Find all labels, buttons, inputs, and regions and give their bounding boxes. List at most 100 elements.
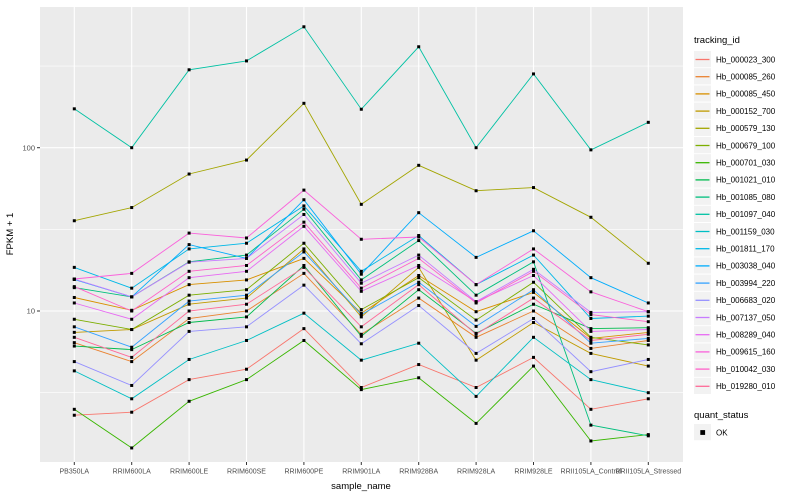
data-point bbox=[245, 309, 248, 313]
axes: PB350LA RRIM600LA RRIM600LE RRIM600SE RRIM60… bbox=[22, 143, 681, 475]
data-point bbox=[245, 241, 248, 245]
data-point bbox=[589, 338, 593, 342]
data-point bbox=[359, 313, 363, 317]
data-point bbox=[359, 278, 363, 282]
data-point bbox=[245, 302, 248, 306]
data-point bbox=[302, 198, 306, 202]
data-point bbox=[417, 211, 421, 215]
data-point bbox=[417, 376, 421, 380]
data-point bbox=[302, 101, 306, 105]
data-point bbox=[359, 281, 363, 285]
data-point bbox=[72, 107, 76, 111]
data-point bbox=[589, 346, 593, 350]
data-point bbox=[589, 341, 593, 345]
legend-label: Hb_010042_030 bbox=[716, 365, 776, 374]
data-point bbox=[532, 288, 535, 292]
data-point bbox=[245, 296, 248, 300]
tracking-id-legend-title: tracking_id bbox=[694, 35, 740, 46]
data-point bbox=[359, 308, 363, 312]
data-point bbox=[245, 338, 248, 342]
data-point bbox=[72, 344, 76, 348]
data-point bbox=[532, 290, 535, 294]
data-point bbox=[532, 296, 535, 300]
data-point bbox=[532, 72, 535, 76]
data-point bbox=[359, 386, 363, 390]
data-point bbox=[417, 265, 421, 269]
data-point bbox=[359, 358, 363, 362]
data-point bbox=[417, 363, 421, 367]
legend-label: Hb_000085_260 bbox=[716, 73, 776, 82]
legend-label: Hb_000023_300 bbox=[716, 55, 776, 64]
data-point bbox=[532, 364, 535, 368]
data-point bbox=[417, 163, 421, 167]
data-point bbox=[245, 315, 248, 319]
data-point bbox=[532, 355, 535, 359]
x-tick-label: RRIM928LE bbox=[514, 469, 552, 476]
data-point bbox=[187, 243, 191, 247]
data-point bbox=[589, 276, 593, 280]
data-point bbox=[474, 358, 478, 362]
data-point bbox=[245, 278, 248, 282]
data-point bbox=[589, 215, 593, 219]
y-tick-label: 10 bbox=[27, 307, 35, 316]
data-point bbox=[72, 285, 76, 289]
data-point bbox=[302, 250, 306, 254]
legend-label: Hb_009615_160 bbox=[716, 348, 776, 357]
data-point bbox=[589, 423, 593, 427]
data-point bbox=[187, 321, 191, 325]
data-point bbox=[72, 341, 76, 345]
data-point bbox=[72, 330, 76, 334]
x-tick-label: RRIM600SE bbox=[227, 469, 266, 476]
data-point bbox=[130, 295, 134, 299]
legend-label: Hb_000701_030 bbox=[716, 159, 776, 168]
data-point bbox=[187, 260, 191, 264]
data-point bbox=[532, 321, 535, 325]
data-point bbox=[72, 277, 76, 281]
data-point bbox=[589, 439, 593, 443]
x-tick-label: RRIM600LA bbox=[113, 469, 151, 476]
data-point bbox=[130, 348, 134, 352]
data-point bbox=[589, 407, 593, 411]
data-point bbox=[130, 410, 134, 414]
data-point bbox=[417, 341, 421, 345]
data-point bbox=[302, 188, 306, 192]
x-tick-label: RRIM901LA bbox=[342, 469, 380, 476]
quant-status-legend: OK bbox=[694, 424, 728, 441]
data-point bbox=[72, 360, 76, 364]
data-point bbox=[589, 148, 593, 152]
data-point bbox=[474, 394, 478, 398]
data-point bbox=[646, 338, 650, 342]
data-point bbox=[187, 399, 191, 403]
data-point bbox=[417, 296, 421, 300]
data-point bbox=[302, 207, 306, 211]
data-point bbox=[359, 342, 363, 346]
data-point bbox=[130, 355, 134, 359]
data-point bbox=[417, 283, 421, 287]
data-point bbox=[532, 247, 535, 251]
legend-label: Hb_003038_040 bbox=[716, 262, 776, 271]
data-point bbox=[417, 256, 421, 260]
data-point bbox=[359, 289, 363, 293]
data-point bbox=[130, 383, 134, 387]
data-point bbox=[187, 231, 191, 235]
x-tick-label: RRII105LA_Stressed bbox=[615, 469, 681, 476]
data-point bbox=[130, 446, 134, 450]
legend-label: Hb_001085_080 bbox=[716, 193, 776, 202]
data-point bbox=[130, 397, 134, 401]
quant-status-legend-title: quant_status bbox=[694, 410, 749, 421]
legend-label: Hb_000679_100 bbox=[716, 141, 776, 150]
legend-label: Hb_008289_040 bbox=[716, 331, 776, 340]
legend-label: Hb_006683_020 bbox=[716, 296, 776, 305]
data-point bbox=[359, 332, 363, 336]
data-point bbox=[646, 434, 650, 438]
legend-label: Hb_001811_170 bbox=[716, 245, 775, 254]
data-point bbox=[72, 335, 76, 339]
data-point bbox=[359, 388, 363, 392]
data-point bbox=[245, 293, 248, 297]
legend-label: Hb_019280_010 bbox=[716, 382, 776, 391]
data-point bbox=[646, 301, 650, 305]
data-point bbox=[245, 59, 248, 63]
data-point bbox=[646, 261, 650, 265]
data-point bbox=[474, 318, 478, 322]
